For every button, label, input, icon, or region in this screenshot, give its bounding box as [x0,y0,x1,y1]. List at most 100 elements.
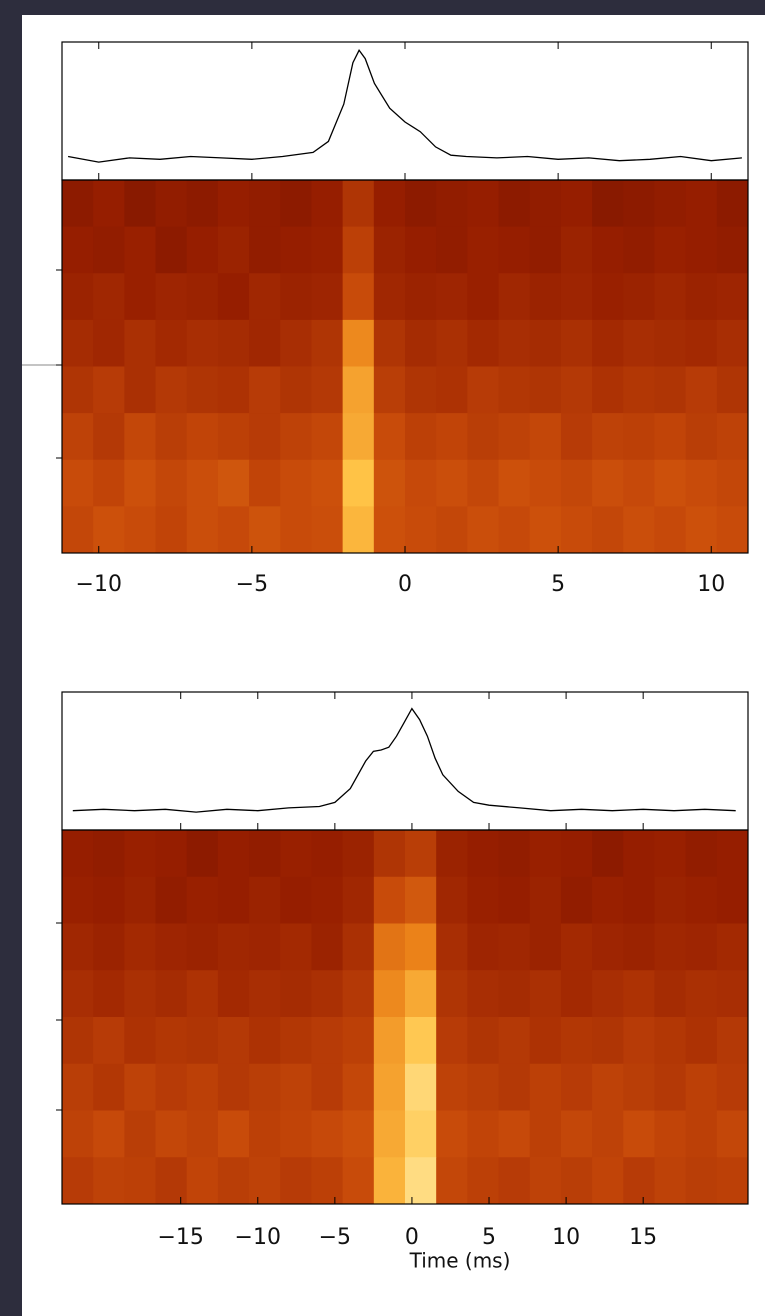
heatmap-cell [280,830,312,878]
heatmap-cell [560,830,593,878]
heatmap-cell [311,506,344,554]
heatmap-cell [124,506,157,554]
heatmap-cell [498,923,531,971]
heatmap-cell [249,459,281,507]
heatmap-cell [405,366,437,414]
heatmap-cell [685,459,718,507]
heatmap-cell [186,1063,219,1111]
heatmap-cell [405,1017,437,1065]
heatmap-cell [311,180,344,228]
heatmap-cell [436,1017,468,1065]
x-tick-label: 5 [551,572,565,597]
heatmap-cell [62,226,94,274]
x-tick-label: −10 [235,1225,281,1250]
heatmap-cell [155,413,188,461]
heatmap-cell [311,876,344,924]
heatmap-cell [560,226,593,274]
frequency-ticks [56,269,62,1111]
heatmap-cell [186,459,219,507]
heatmap-cell [654,1017,687,1065]
heatmap-cell [311,830,344,878]
heatmap-cell [529,180,562,228]
heatmap-cell [498,226,531,274]
heatmap-cell [93,180,125,228]
heatmap-cell [217,413,250,461]
heatmap-cell [373,1110,406,1158]
x-tick-label: −10 [76,572,122,597]
heatmap-cell [592,180,624,228]
x-tick-label: 15 [629,1225,657,1250]
heatmap-cell [249,273,281,321]
heatmap-cell [249,970,281,1018]
heatmap-cell [280,180,312,228]
heatmap-cell [436,459,468,507]
heatmap-cell [373,1157,406,1205]
heatmap-cell [311,1157,344,1205]
x-tick-label: 0 [405,1225,419,1250]
heatmap-cell [654,459,687,507]
heatmap-cell [716,1017,749,1065]
heatmap-cell [716,319,749,367]
heatmap-cell [529,876,562,924]
heatmap-cell [249,1063,281,1111]
heatmap-cell [62,366,94,414]
x-tick-label: 10 [697,572,725,597]
heatmap-cell [654,319,687,367]
heatmap-cell [654,226,687,274]
heatmap-cell [685,923,718,971]
heatmap-cell [217,180,250,228]
heatmap-cell [685,876,718,924]
heatmap-cell [436,876,468,924]
heatmap-cell [217,970,250,1018]
heatmap-cell [654,1157,687,1205]
heatmap-cell [93,1063,125,1111]
heatmap-cell [124,273,157,321]
heatmap-cell [280,1110,312,1158]
heatmap-cell [155,366,188,414]
heatmap-cell [498,830,531,878]
heatmap-cell [467,413,500,461]
heatmap-cell [436,180,468,228]
heatmap-cell [623,1017,655,1065]
heatmap-cell [186,180,219,228]
heatmap-cell [560,1110,593,1158]
heatmap-cell [716,413,749,461]
heatmap-cell [498,1110,531,1158]
profile-line [67,49,742,163]
heatmap-cell [623,1063,655,1111]
heatmap-cell [155,319,188,367]
heatmap-cell [217,273,250,321]
heatmap-cell [623,180,655,228]
heatmap-cell [249,1157,281,1205]
heatmap-cell [716,830,749,878]
heatmap-cell [654,876,687,924]
heatmap-cell [249,923,281,971]
heatmap-cell [93,876,125,924]
heatmap-cell [93,366,125,414]
heatmap-cell [529,366,562,414]
heatmap-cell [560,876,593,924]
heatmap-cell [186,319,219,367]
heatmap-cell [155,970,188,1018]
heatmap-cell [498,1157,531,1205]
heatmap-cell [560,180,593,228]
heatmap-cell [716,1157,749,1205]
heatmap-cell [405,413,437,461]
heatmap-cell [560,413,593,461]
heatmap-cell [716,1063,749,1111]
heatmap-cell [623,226,655,274]
heatmap-cell [93,506,125,554]
heatmap-cell [342,366,375,414]
heatmap-cell [498,366,531,414]
heatmap-cell [560,1157,593,1205]
heatmap-cell [498,273,531,321]
heatmap-cell [716,226,749,274]
heatmap-cell [467,1110,500,1158]
heatmap-cell [280,273,312,321]
heatmap-cell [62,1110,94,1158]
heatmap-cell [467,1017,500,1065]
heatmap-cell [373,830,406,878]
heatmap-cell [529,273,562,321]
heatmap-cell [685,1110,718,1158]
heatmap-cell [592,1063,624,1111]
